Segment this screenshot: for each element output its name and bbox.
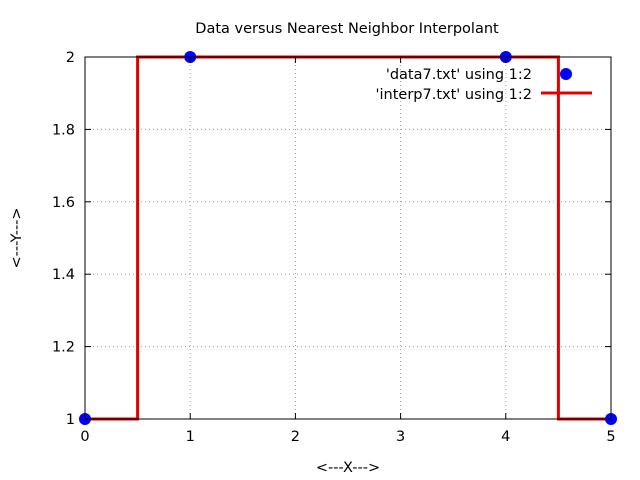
y-tick-label: 1.4	[52, 267, 75, 283]
y-tick-label: 1.8	[52, 122, 75, 138]
y-tick-label: 2	[66, 50, 75, 66]
tick-layer: 0 1 2 3 4 511.21.41.61.82	[52, 50, 616, 445]
interp-series-line	[85, 55, 611, 421]
x-tick-label: 0	[80, 429, 89, 445]
y-tick-label: 1.2	[52, 340, 75, 356]
legend-label-interp: 'interp7.txt' using 1:2	[376, 87, 532, 103]
y-tick-label: 1	[66, 412, 75, 428]
x-tick-label: 3	[396, 429, 405, 445]
plot-frame	[84, 56, 612, 420]
series-layer	[79, 51, 617, 425]
x-tick-label: 2	[291, 429, 300, 445]
y-axis-label: <---Y--->	[9, 207, 25, 268]
legend: 'data7.txt' using 1:2 'interp7.txt' usin…	[376, 67, 592, 103]
legend-marker-data	[560, 68, 572, 80]
x-axis-label: <---X--->	[316, 460, 380, 476]
x-tick-label: 5	[606, 429, 615, 445]
x-tick-label: 1	[186, 429, 195, 445]
grid-layer	[85, 57, 611, 419]
y-tick-label: 1.6	[52, 195, 75, 211]
x-tick-label: 4	[501, 429, 510, 445]
legend-label-data: 'data7.txt' using 1:2	[386, 67, 532, 83]
chart-title: Data versus Nearest Neighbor Interpolant	[195, 21, 499, 37]
